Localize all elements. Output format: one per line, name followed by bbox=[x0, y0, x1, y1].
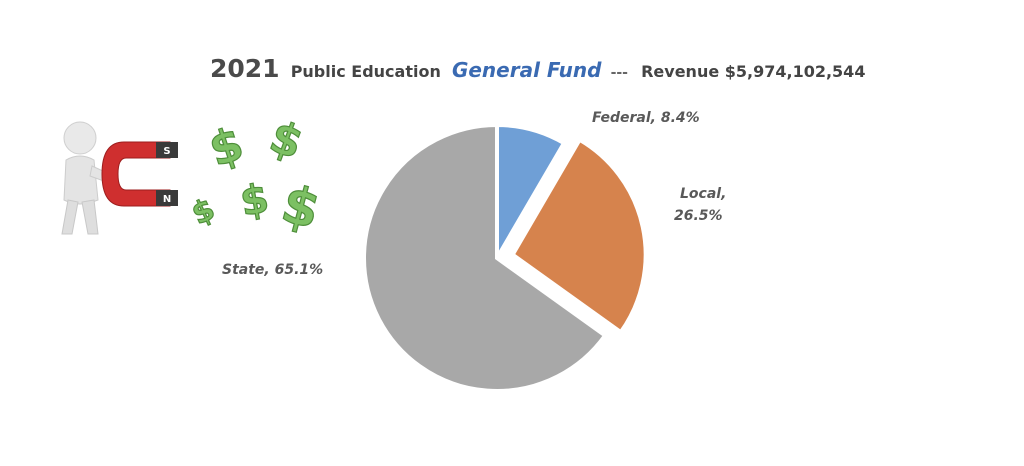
slice-label-state: State, 65.1% bbox=[222, 262, 323, 278]
title-revenue: Revenue $5,974,102,544 bbox=[641, 62, 866, 81]
title-prefix: Public Education bbox=[290, 62, 441, 81]
title-separator: --- bbox=[610, 65, 628, 81]
title-year: 2021 bbox=[210, 54, 280, 83]
slice-label-federal: Federal, 8.4% bbox=[592, 110, 700, 126]
pie-slice-state bbox=[362, 122, 608, 393]
magnet-pole-n: N bbox=[163, 194, 171, 205]
magnet-icon: S N bbox=[101, 141, 178, 207]
chart-title: 2021 Public Education General Fund --- R… bbox=[210, 54, 865, 83]
slice-label-local: Local, bbox=[680, 186, 726, 202]
title-fund: General Fund bbox=[451, 58, 602, 82]
magnet-pole-s: S bbox=[163, 146, 170, 157]
magnet-money-illustration: S N $ $ $ $ $ bbox=[61, 111, 327, 242]
pie-slice-local bbox=[510, 137, 648, 335]
slice-value-local: 26.5% bbox=[674, 208, 723, 224]
